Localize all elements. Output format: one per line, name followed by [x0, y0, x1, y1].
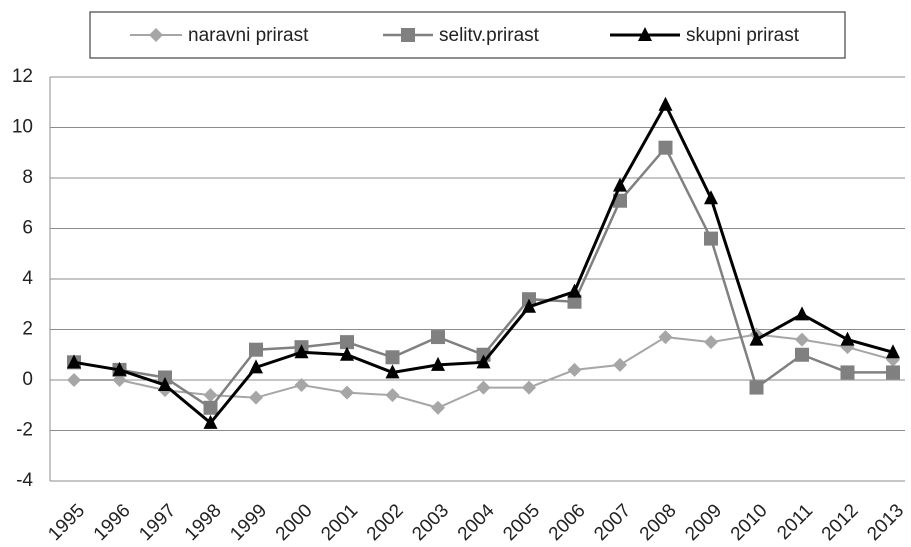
- data-point: [67, 354, 81, 369]
- data-point: [795, 332, 809, 347]
- legend-marker: [149, 28, 163, 42]
- data-point: [658, 96, 673, 111]
- data-point: [795, 306, 809, 321]
- data-point: [704, 335, 718, 350]
- x-tick-label: 2007: [590, 500, 635, 545]
- data-point: [567, 362, 582, 377]
- x-tick-label: 2010: [727, 500, 772, 545]
- data-point: [385, 350, 400, 365]
- data-point: [431, 356, 445, 371]
- data-point: [749, 331, 764, 346]
- data-point: [613, 177, 627, 192]
- data-point: [613, 357, 627, 372]
- data-point: [886, 365, 900, 380]
- data-point: [385, 388, 400, 403]
- x-tick-label: 1998: [181, 500, 226, 545]
- data-point: [67, 373, 81, 387]
- data-point: [112, 361, 127, 376]
- legend-box: [89, 11, 846, 59]
- legend-label: naravni prirast: [188, 25, 309, 46]
- legend-label: skupni prirast: [686, 25, 800, 46]
- data-point: [340, 385, 354, 400]
- y-tick-label: 4: [22, 268, 33, 289]
- x-tick-label: 2008: [636, 500, 681, 545]
- x-tick-label: 2011: [773, 500, 817, 544]
- x-tick-label: 2003: [408, 500, 453, 545]
- data-point: [203, 414, 218, 429]
- data-point: [795, 347, 809, 362]
- data-point: [203, 388, 218, 403]
- series-line: [73, 101, 894, 426]
- legend-marker: [638, 27, 652, 41]
- data-point: [431, 330, 445, 345]
- data-point: [840, 365, 855, 380]
- data-point: [431, 400, 445, 415]
- data-point: [476, 354, 491, 369]
- data-point: [249, 342, 263, 357]
- x-tick-label: 2000: [272, 500, 317, 545]
- x-tick-label: 2005: [499, 500, 544, 545]
- data-point: [294, 378, 309, 393]
- series-line: [73, 145, 893, 410]
- data-point: [658, 140, 673, 155]
- y-tick-label: 6: [22, 218, 33, 239]
- y-tick-label: 8: [22, 167, 33, 188]
- data-point: [567, 283, 582, 298]
- data-point: [476, 380, 491, 395]
- data-point: [294, 344, 309, 359]
- y-tick-label: -2: [16, 420, 33, 441]
- y-tick-label: 12: [12, 66, 33, 87]
- legend-marker: [401, 28, 415, 42]
- x-tick-label: 2002: [363, 500, 408, 545]
- x-tick-label: 2006: [545, 500, 590, 545]
- data-point: [704, 231, 718, 246]
- y-tick-label: 2: [22, 319, 33, 340]
- series-line: [74, 333, 894, 409]
- data-point: [249, 359, 263, 374]
- x-tick-label: 2004: [454, 500, 499, 545]
- x-tick-label: 2013: [863, 500, 908, 545]
- data-point: [522, 298, 536, 313]
- y-tick-label: 0: [22, 369, 33, 390]
- x-tick-label: 2012: [818, 500, 863, 545]
- y-tick-label: -4: [16, 470, 33, 491]
- data-point: [886, 344, 900, 359]
- x-tick-label: 2009: [681, 500, 726, 545]
- data-point: [385, 364, 400, 379]
- x-tick-label: 1995: [44, 500, 89, 545]
- x-tick-label: 1999: [226, 500, 271, 545]
- data-point: [658, 330, 673, 345]
- data-point: [249, 390, 263, 405]
- data-point: [203, 400, 218, 415]
- x-tick-label: 1997: [135, 500, 180, 545]
- data-point: [749, 380, 764, 395]
- data-point: [158, 377, 172, 392]
- data-point: [840, 331, 855, 346]
- legend-label: selitv.prirast: [439, 25, 540, 46]
- data-point: [340, 335, 354, 350]
- x-tick-label: 1996: [90, 500, 135, 545]
- data-point: [340, 346, 354, 361]
- x-tick-label: 2001: [317, 500, 362, 545]
- data-point: [522, 380, 536, 395]
- y-tick-label: 10: [12, 117, 33, 138]
- data-point: [704, 190, 718, 205]
- data-point: [567, 294, 582, 309]
